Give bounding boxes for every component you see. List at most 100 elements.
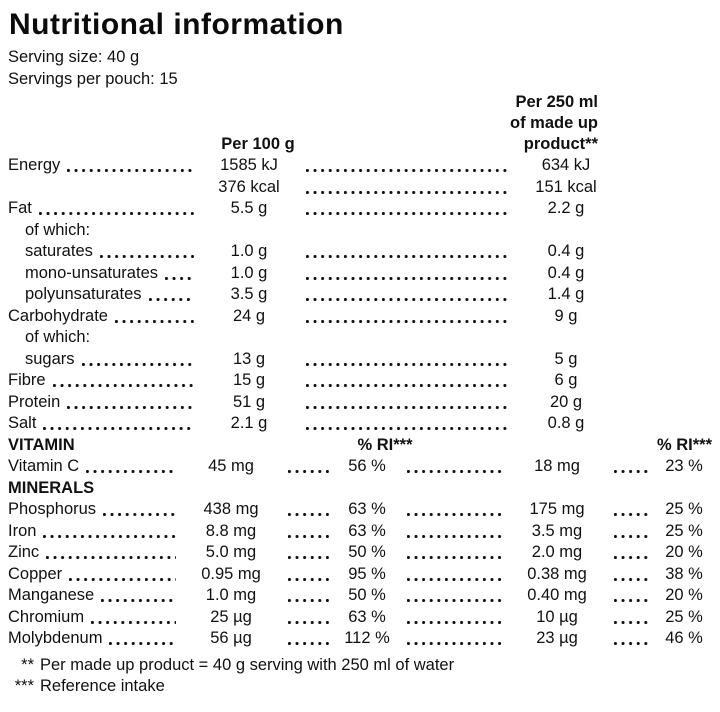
value-per-250ml: 5 g (554, 349, 578, 368)
section-header-minerals: MINERALS (8, 478, 95, 497)
row-copper: Copper 0.95 mg 95 % 0.38 mg 38 % (8, 563, 712, 585)
row-protein: Protein 51 g 20 g (8, 391, 712, 413)
dot-leader (111, 305, 194, 327)
row-fibre: Fibre 15 g 6 g (8, 370, 712, 392)
value-per-250ml: 1.4 g (547, 285, 585, 303)
row-saturates: saturates 1.0 g 0.4 g (8, 241, 712, 263)
value-per-100g: 24 g (232, 306, 266, 325)
value-per-100g: 3.5 g (230, 285, 268, 303)
nutrient-label: Carbohydrate (8, 306, 108, 325)
value-per-250ml: 0.38 mg (527, 564, 587, 583)
nutrient-label: Phosphorus (8, 500, 97, 518)
nutrient-label: Protein (8, 392, 61, 411)
value-per-100g: 1.0 g (230, 242, 268, 260)
dot-leader (100, 499, 176, 521)
dot-leader (40, 413, 194, 435)
dot-leader (285, 628, 329, 650)
row-energy-kcal: 376 kcal 151 kcal (8, 176, 712, 198)
value-per-100g: 45 mg (208, 457, 254, 475)
dot-leader (285, 585, 329, 607)
dot-leader (303, 370, 511, 392)
dot-leader (40, 520, 176, 542)
row-chromium: Chromium 25 µg 63 % 10 µg 25 % (8, 606, 712, 628)
ri-percent-per-250ml: 20 % (665, 543, 703, 561)
dot-leader (64, 391, 194, 413)
dot-leader (303, 198, 511, 220)
dot-leader (303, 305, 511, 327)
dot-leader (145, 284, 194, 306)
nutrient-label: Iron (8, 521, 37, 540)
row-fat: Fat 5.5 g 2.2 g (8, 198, 712, 220)
value-per-100g: 56 µg (210, 629, 252, 647)
value-per-250ml: 3.5 mg (531, 521, 583, 540)
ri-percent-per-250ml: 38 % (665, 564, 703, 583)
dot-leader (404, 628, 502, 650)
value-per-100g: 438 mg (203, 500, 259, 518)
row-energy: Energy 1585 kJ 634 kJ (8, 155, 712, 177)
dot-leader (285, 456, 329, 478)
row-vitamin-section: VITAMIN % RI*** % RI*** (8, 435, 712, 457)
dot-leader (285, 520, 329, 542)
value-per-250ml: 634 kJ (541, 156, 591, 174)
value-per-250ml: 18 mg (534, 457, 580, 475)
row-vitamin-c: Vitamin C 45 mg 56 % 18 mg 23 % (8, 456, 712, 478)
value-per-250ml: 175 mg (529, 500, 585, 518)
nutrient-label: Fat (8, 199, 32, 217)
value-per-250ml: 6 g (554, 371, 578, 389)
ri-percent-per-250ml: 25 % (665, 521, 703, 540)
value-per-100g: 1.0 mg (205, 586, 257, 604)
dot-leader (404, 542, 502, 564)
row-iron: Iron 8.8 mg 63 % 3.5 mg 25 % (8, 520, 712, 542)
value-per-100g: 1.0 g (230, 263, 268, 282)
serving-size: Serving size: 40 g (8, 48, 140, 66)
value-per-250ml: 9 g (554, 306, 578, 325)
dot-leader (162, 262, 194, 284)
dot-leader (611, 563, 651, 585)
dot-leader (303, 262, 511, 284)
dot-leader (96, 241, 194, 263)
page-title: Nutritional information (9, 8, 344, 41)
ri-percent-per-250ml: 23 % (665, 457, 703, 475)
dot-leader (285, 542, 329, 564)
dot-leader (303, 155, 511, 177)
section-header-vitamin: VITAMIN (8, 435, 75, 454)
per-250ml-header-line2: of made up (509, 114, 598, 132)
footnote-made-up-product: ** Per made up product = 40 g serving wi… (8, 655, 712, 677)
value-per-100g: 376 kcal (218, 177, 280, 196)
dot-leader (611, 628, 651, 650)
ri-percent-per-100g: 56 % (348, 457, 386, 475)
value-per-250ml: 2.2 g (547, 199, 585, 217)
dot-leader (611, 542, 651, 564)
dot-leader (404, 563, 502, 585)
row-zinc: Zinc 5.0 mg 50 % 2.0 mg 20 % (8, 542, 712, 564)
dot-leader (611, 606, 651, 628)
dot-leader (404, 499, 502, 521)
ri-percent-per-250ml: 46 % (665, 629, 703, 647)
dot-leader (611, 520, 651, 542)
ri-header-per-250ml: % RI*** (656, 435, 712, 454)
dot-leader (98, 585, 176, 607)
value-per-250ml: 0.8 g (547, 414, 585, 432)
dot-leader (303, 241, 511, 263)
dot-leader (64, 155, 194, 177)
nutrient-label: Vitamin C (8, 457, 80, 475)
value-per-100g: 15 g (232, 371, 266, 389)
ri-percent-per-100g: 63 % (348, 521, 386, 540)
value-per-100g: 0.95 mg (201, 564, 261, 583)
value-per-250ml: 0.4 g (547, 263, 585, 282)
ri-percent-per-100g: 50 % (348, 543, 386, 561)
value-per-100g: 51 g (232, 392, 266, 411)
row-carbohydrate: Carbohydrate 24 g 9 g (8, 305, 712, 327)
ri-percent-per-250ml: 20 % (665, 586, 703, 604)
dot-leader (285, 563, 329, 585)
dot-leader (611, 585, 651, 607)
row-of-which-carbohydrate: of which: (8, 327, 712, 349)
value-per-100g: 13 g (232, 349, 266, 368)
row-mono-unsaturates: mono-unsaturates 1.0 g 0.4 g (8, 262, 712, 284)
footnotes: ** Per made up product = 40 g serving wi… (8, 655, 712, 698)
dot-leader (35, 198, 194, 220)
nutrient-label: saturates (25, 242, 93, 260)
nutrient-label: Energy (8, 156, 61, 174)
row-of-which-fat: of which: (8, 220, 712, 242)
row-salt: Salt 2.1 g 0.8 g (8, 413, 712, 435)
